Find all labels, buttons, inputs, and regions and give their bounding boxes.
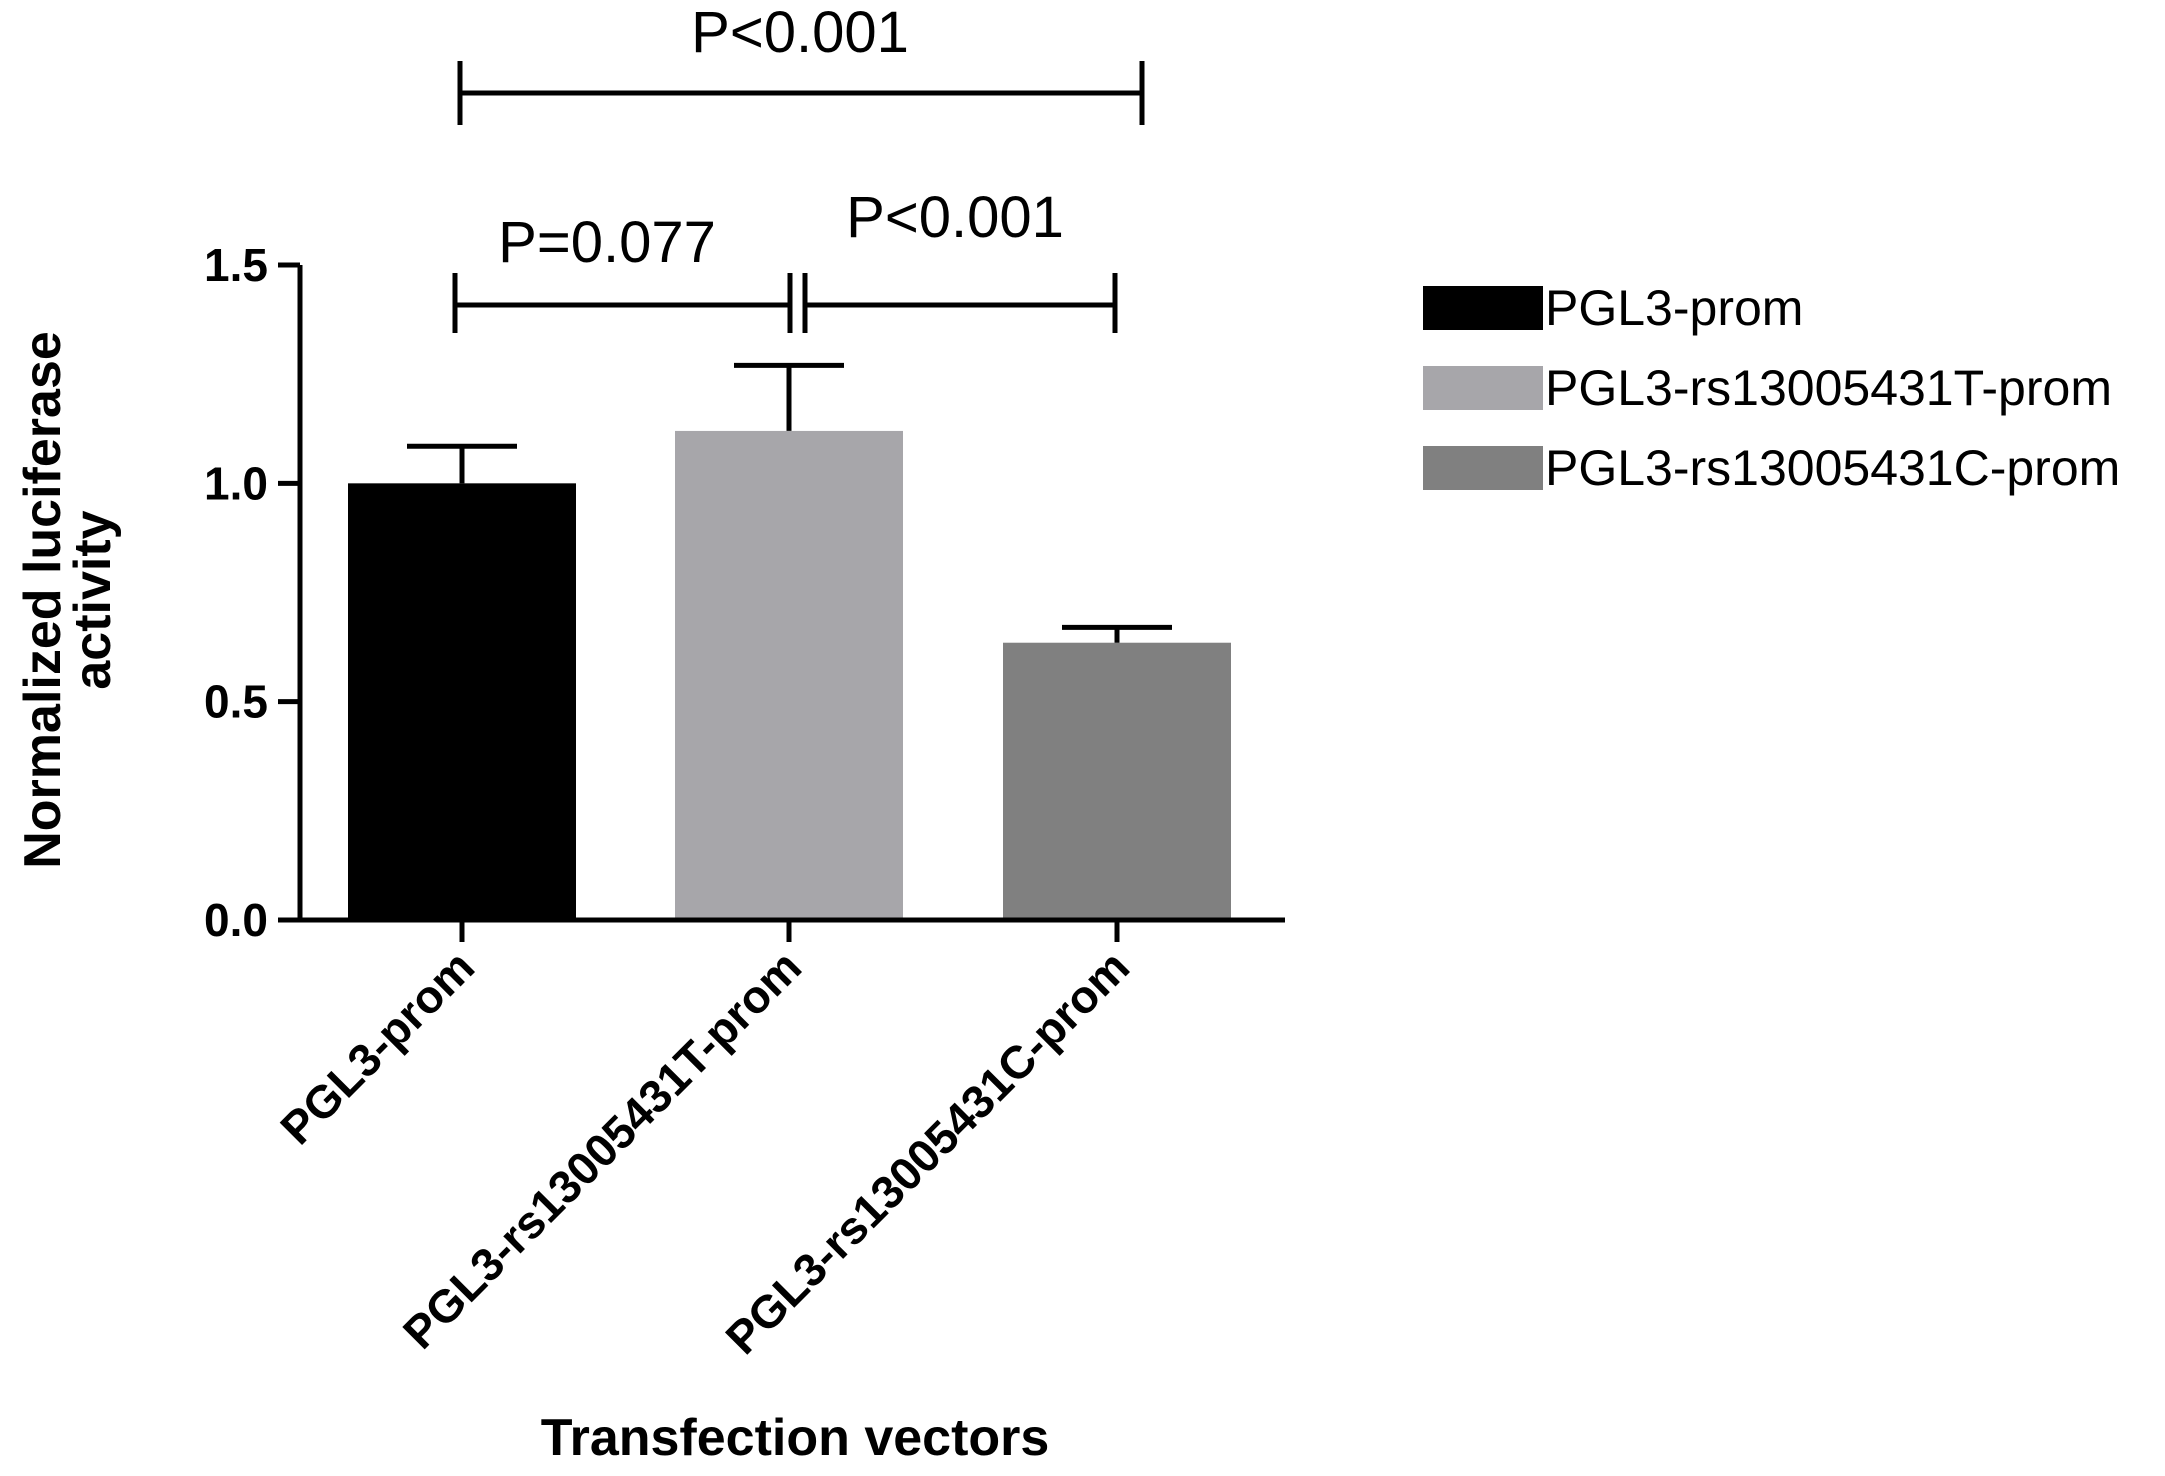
y-tick-label: 0.0	[204, 894, 268, 946]
x-axis-title: Transfection vectors	[541, 1409, 1050, 1467]
y-axis-title-line-2: activity	[64, 510, 122, 689]
significance-bracket: P=0.077	[452, 210, 793, 333]
significance-layer: P=0.077 P<0.001 P<0.001	[452, 0, 1145, 333]
error-bars-layer	[407, 362, 1172, 643]
error-bar	[407, 443, 517, 484]
significance-label: P=0.077	[498, 210, 716, 275]
significance-label: P<0.001	[846, 185, 1064, 250]
significance-bracket: P<0.001	[457, 0, 1145, 125]
legend-swatch	[1423, 286, 1543, 330]
significance-label: P<0.001	[691, 0, 909, 65]
error-bar	[1062, 624, 1172, 643]
y-axis-title: Normalized luciferase activity	[14, 331, 122, 869]
x-tick-label: PGL3-prom	[270, 940, 484, 1154]
legend-entry: PGL3-prom	[1423, 280, 1803, 336]
bars-layer	[348, 430, 1231, 920]
bar	[675, 430, 903, 920]
legend: PGL3-prom PGL3-rs13005431T-prom PGL3-rs130…	[1423, 280, 2120, 496]
y-tick-label: 0.5	[204, 676, 268, 728]
y-axis-title-line-1: Normalized luciferase	[14, 331, 72, 869]
bar	[1003, 642, 1231, 920]
legend-swatch	[1423, 366, 1543, 410]
significance-bracket: P<0.001	[802, 185, 1118, 333]
legend-label: PGL3-prom	[1545, 280, 1803, 336]
y-tick-label: 1.0	[204, 457, 268, 509]
error-bar	[734, 362, 844, 431]
legend-swatch	[1423, 446, 1543, 490]
legend-entry: PGL3-rs13005431T-prom	[1423, 360, 2112, 416]
legend-entry: PGL3-rs13005431C-prom	[1423, 440, 2120, 496]
bar	[348, 483, 576, 920]
legend-label: PGL3-rs13005431C-prom	[1545, 440, 2120, 496]
y-tick-label: 1.5	[204, 239, 268, 291]
legend-label: PGL3-rs13005431T-prom	[1545, 360, 2112, 416]
